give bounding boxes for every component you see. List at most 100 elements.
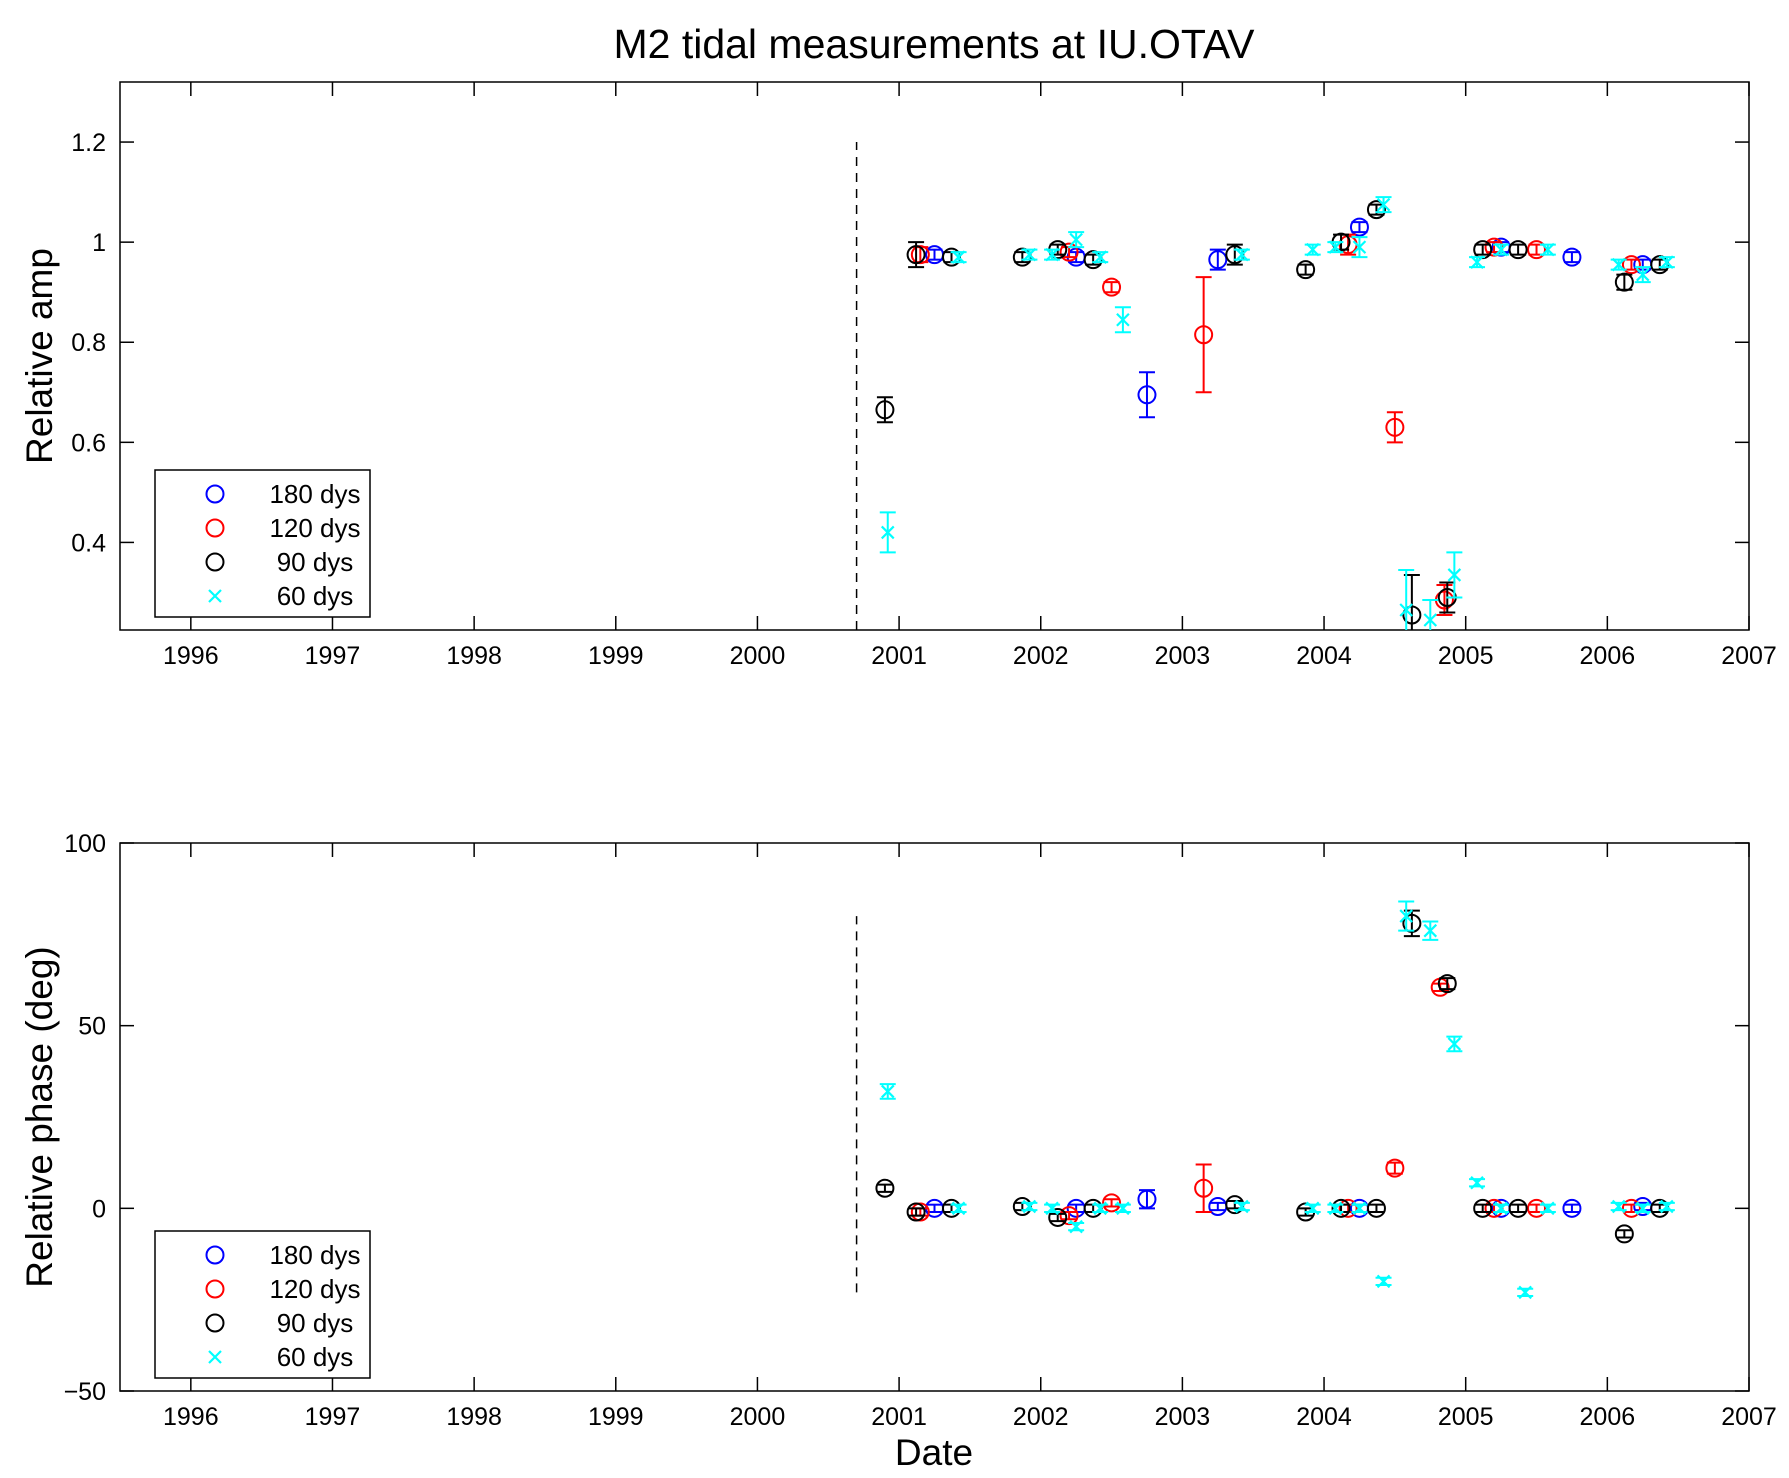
data-point — [1385, 417, 1405, 437]
data-point — [1614, 272, 1634, 292]
data-point — [1470, 255, 1484, 269]
data-point — [1116, 1201, 1130, 1216]
data-point — [1402, 913, 1422, 933]
data-point — [1527, 1198, 1547, 1218]
data-point — [1102, 1193, 1122, 1213]
legend-label: 180 dys — [269, 1240, 360, 1270]
amplitude-panel: 1996 1997 1998 1999 2000 2001 2002 2003 2004 2005… — [19, 81, 1777, 670]
y-tick-label: 50 — [78, 1013, 106, 1041]
data-point — [1614, 1224, 1634, 1244]
data-point — [1527, 240, 1547, 260]
data-point — [910, 245, 930, 265]
data-point — [1022, 1199, 1037, 1214]
y-axis-title: Relative amp — [19, 248, 60, 464]
x-tick-label: 2001 — [871, 642, 927, 670]
x-tick-label: 2002 — [1013, 1403, 1069, 1431]
data-point — [1328, 240, 1343, 254]
y-tick-label: 0.6 — [71, 429, 106, 457]
x-tick-label: 2001 — [871, 1403, 927, 1431]
x-tick-label: 2003 — [1155, 1403, 1211, 1431]
data-point — [1194, 1178, 1214, 1198]
x-tick-label: 2005 — [1438, 1403, 1494, 1431]
plot-frame — [119, 842, 1750, 1392]
data-point — [1470, 1175, 1484, 1190]
data-point — [1447, 568, 1462, 582]
legend-label: 120 dys — [269, 513, 360, 543]
data-point — [1423, 923, 1438, 938]
data-point — [906, 1202, 926, 1222]
legend-marker — [205, 484, 225, 504]
x-tick-label: 1999 — [588, 1403, 644, 1431]
data-point — [1059, 1206, 1079, 1226]
data-point — [1352, 240, 1367, 254]
x-tick-label: 2006 — [1580, 1403, 1636, 1431]
plot-frame — [119, 81, 1750, 631]
data-point — [1102, 277, 1122, 297]
data-point — [1437, 974, 1457, 994]
data-point — [1541, 242, 1555, 257]
data-point — [1338, 1198, 1358, 1218]
data-point — [1660, 255, 1674, 269]
x-tick-label: 2000 — [730, 642, 786, 670]
data-point — [880, 1084, 895, 1099]
data-point — [1349, 217, 1369, 237]
x-tick-label: 1998 — [446, 642, 502, 670]
legend-marker — [205, 552, 225, 572]
x-tick-label: 1998 — [446, 1403, 502, 1431]
data-point — [875, 400, 895, 420]
data-point — [1305, 1201, 1320, 1216]
data-point — [1541, 1201, 1555, 1216]
x-tick-label: 2005 — [1438, 642, 1494, 670]
legend-marker — [205, 1245, 225, 1265]
data-point — [1399, 603, 1413, 617]
x-tick-label: 2000 — [730, 1403, 786, 1431]
data-point — [1116, 312, 1130, 327]
data-point — [1473, 1198, 1493, 1218]
y-tick-label: 0.4 — [71, 529, 106, 557]
data-point — [1402, 605, 1422, 625]
legend-marker — [205, 518, 225, 538]
legend-marker — [208, 1350, 222, 1364]
legend-label: 60 dys — [277, 1342, 354, 1372]
legend-box — [154, 469, 371, 618]
data-point — [1621, 1198, 1641, 1218]
x-tick-label: 1996 — [163, 642, 219, 670]
data-point — [880, 525, 895, 540]
data-point — [1494, 242, 1508, 257]
legend-box — [154, 1230, 371, 1379]
x-tick-label: 1999 — [588, 642, 644, 670]
data-point — [1305, 242, 1320, 257]
data-point — [1331, 1198, 1351, 1218]
data-point — [1447, 1037, 1462, 1051]
data-point — [906, 245, 926, 265]
data-point — [1093, 250, 1108, 264]
x-tick-label: 2006 — [1580, 642, 1636, 670]
data-point — [1494, 1201, 1508, 1216]
data-point — [1235, 1199, 1249, 1214]
data-point — [1366, 1198, 1386, 1218]
data-point — [1635, 1201, 1650, 1216]
data-point — [1399, 909, 1413, 923]
legend: 180 dys 120 dys 90 dys 60 dys — [154, 469, 371, 618]
legend-label: 90 dys — [277, 547, 354, 577]
x-axis-title: Date — [895, 1432, 973, 1473]
data-point — [1045, 1201, 1059, 1216]
data-point — [1562, 1198, 1582, 1218]
data-point — [951, 1201, 966, 1216]
data-point — [1137, 385, 1157, 405]
y-axis-title: Relative phase (deg) — [19, 946, 60, 1287]
data-point — [1366, 200, 1386, 220]
data-point — [1022, 247, 1037, 262]
data-point — [1621, 255, 1641, 275]
data-point — [1045, 247, 1059, 262]
data-point — [1048, 1207, 1068, 1227]
y-tick-label: 0.8 — [71, 329, 106, 357]
legend-label: 60 dys — [277, 581, 354, 611]
y-tick-label: 1.2 — [71, 129, 106, 157]
data-point — [1328, 1201, 1343, 1216]
data-point — [1235, 247, 1249, 262]
data-point — [1562, 247, 1582, 267]
legend: 180 dys 120 dys 90 dys 60 dys — [154, 1230, 371, 1379]
data-point — [1635, 267, 1650, 282]
